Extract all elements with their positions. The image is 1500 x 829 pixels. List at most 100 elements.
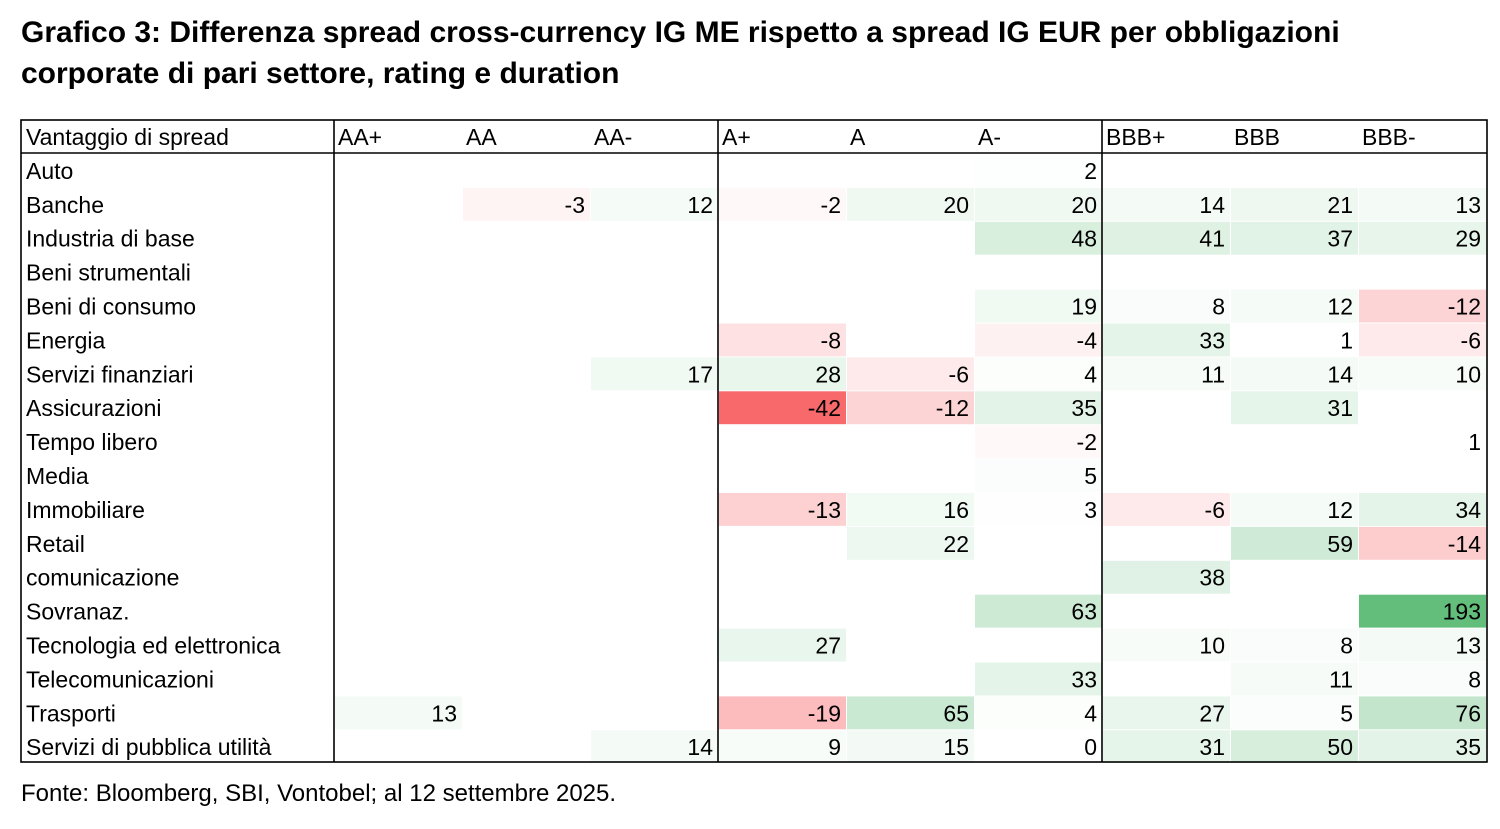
heatmap-cell (847, 493, 974, 526)
cell-value: -14 (1448, 531, 1481, 557)
row-label: Assicurazioni (26, 395, 162, 421)
cell-value: 50 (1327, 734, 1353, 760)
heatmap-cell (1359, 221, 1486, 255)
cell-value: 41 (1199, 226, 1225, 252)
cell-value: 28 (815, 361, 841, 387)
row-label: Tecnologia ed elettronica (26, 633, 281, 659)
row-label: Retail (26, 531, 85, 557)
heatmap-cell (719, 696, 846, 730)
cell-value: 8 (1340, 633, 1353, 659)
chart-title: Grafico 3: Differenza spread cross-curre… (21, 16, 1340, 90)
heatmap-cell (1103, 628, 1230, 662)
cell-value: -6 (949, 361, 969, 387)
row-label: Servizi finanziari (26, 361, 193, 387)
heatmap-cell (1231, 289, 1358, 323)
heatmap-cell (847, 391, 974, 425)
cell-value: 17 (687, 361, 713, 387)
cell-value: 27 (1199, 700, 1225, 726)
heatmap-cell (1231, 662, 1358, 696)
heatmap-cell (1359, 425, 1486, 459)
heatmap-cell (847, 730, 974, 763)
cell-value: 13 (1455, 633, 1481, 659)
cell-value: 20 (943, 192, 969, 218)
cell-value: -13 (808, 497, 841, 523)
source-note: Fonte: Bloomberg, SBI, Vontobel; al 12 s… (21, 780, 617, 807)
cell-value: 33 (1199, 327, 1225, 353)
heatmap-cell (1359, 357, 1486, 391)
cell-value: -3 (565, 192, 585, 218)
row-label: Energia (26, 327, 105, 353)
row-label: Beni di consumo (26, 294, 196, 320)
column-header: AA+ (338, 124, 382, 150)
heatmap-cell (1231, 221, 1358, 255)
table-border (20, 119, 1488, 763)
heatmap-cell (719, 628, 846, 662)
heatmap-cell (1359, 730, 1486, 763)
cell-value: 193 (1443, 599, 1481, 625)
cell-value: 48 (1071, 226, 1097, 252)
cell-value: -19 (808, 700, 841, 726)
row-label: Sovranaz. (26, 599, 130, 625)
heatmap-cell (591, 187, 718, 221)
heatmap-cell (719, 357, 846, 391)
cell-value: 12 (1327, 497, 1353, 523)
heatmap-cell (1231, 187, 1358, 221)
cell-value: 14 (1327, 361, 1353, 387)
heatmap-cell (1231, 493, 1358, 526)
cell-value: -42 (808, 395, 841, 421)
cell-value: 9 (828, 734, 841, 760)
heatmap-cell (975, 187, 1102, 221)
cell-value: 33 (1071, 666, 1097, 692)
heatmap-cell (847, 357, 974, 391)
cell-value: 13 (431, 700, 457, 726)
heatmap-cell (975, 662, 1102, 696)
heatmap-cell (1231, 357, 1358, 391)
heatmap-cell (719, 187, 846, 221)
cell-value: -2 (821, 192, 841, 218)
column-header: A (850, 124, 866, 150)
cell-value: 10 (1455, 361, 1481, 387)
heatmap-cell (719, 730, 846, 763)
heatmap-cell (1359, 526, 1486, 560)
heatmap-cell (463, 187, 590, 221)
cell-value: 27 (815, 633, 841, 659)
row-label: Banche (26, 192, 104, 218)
heatmap-cell (1231, 526, 1358, 560)
heatmap-cell (1103, 221, 1230, 255)
column-header: A- (978, 124, 1001, 150)
cell-value: 76 (1455, 700, 1481, 726)
cell-value: 34 (1455, 497, 1481, 523)
heatmap-cell (1359, 594, 1486, 628)
heatmap-cell (1103, 357, 1230, 391)
cell-value: 20 (1071, 192, 1097, 218)
heatmap-cell (975, 730, 1102, 763)
cell-value: 59 (1327, 531, 1353, 557)
cell-value: 10 (1199, 633, 1225, 659)
row-label: Immobiliare (26, 497, 145, 523)
cell-value: 63 (1071, 599, 1097, 625)
row-label: Beni strumentali (26, 260, 191, 286)
heatmap-cell (975, 323, 1102, 357)
cell-value: 65 (943, 700, 969, 726)
heatmap-cell (975, 425, 1102, 459)
cell-value: 19 (1071, 294, 1097, 320)
heatmap-cell (975, 289, 1102, 323)
heatmap-gridlines (20, 119, 1488, 763)
cell-value: 3 (1084, 497, 1097, 523)
heatmap-cell (1231, 730, 1358, 763)
cell-value: -4 (1077, 327, 1098, 353)
heatmap-cell (1359, 289, 1486, 323)
cell-value: 12 (687, 192, 713, 218)
cell-value: 5 (1340, 700, 1353, 726)
cell-value: -12 (1448, 294, 1481, 320)
cell-value: -6 (1461, 327, 1481, 353)
column-header: BBB (1234, 124, 1280, 150)
heatmap-cell (975, 594, 1102, 628)
cell-value: 4 (1084, 361, 1097, 387)
cell-value: 8 (1468, 666, 1481, 692)
cell-value: 22 (943, 531, 969, 557)
cell-value: 14 (687, 734, 713, 760)
cell-value: 29 (1455, 226, 1481, 252)
heatmap-cell (975, 221, 1102, 255)
cell-value: 11 (1201, 361, 1225, 387)
